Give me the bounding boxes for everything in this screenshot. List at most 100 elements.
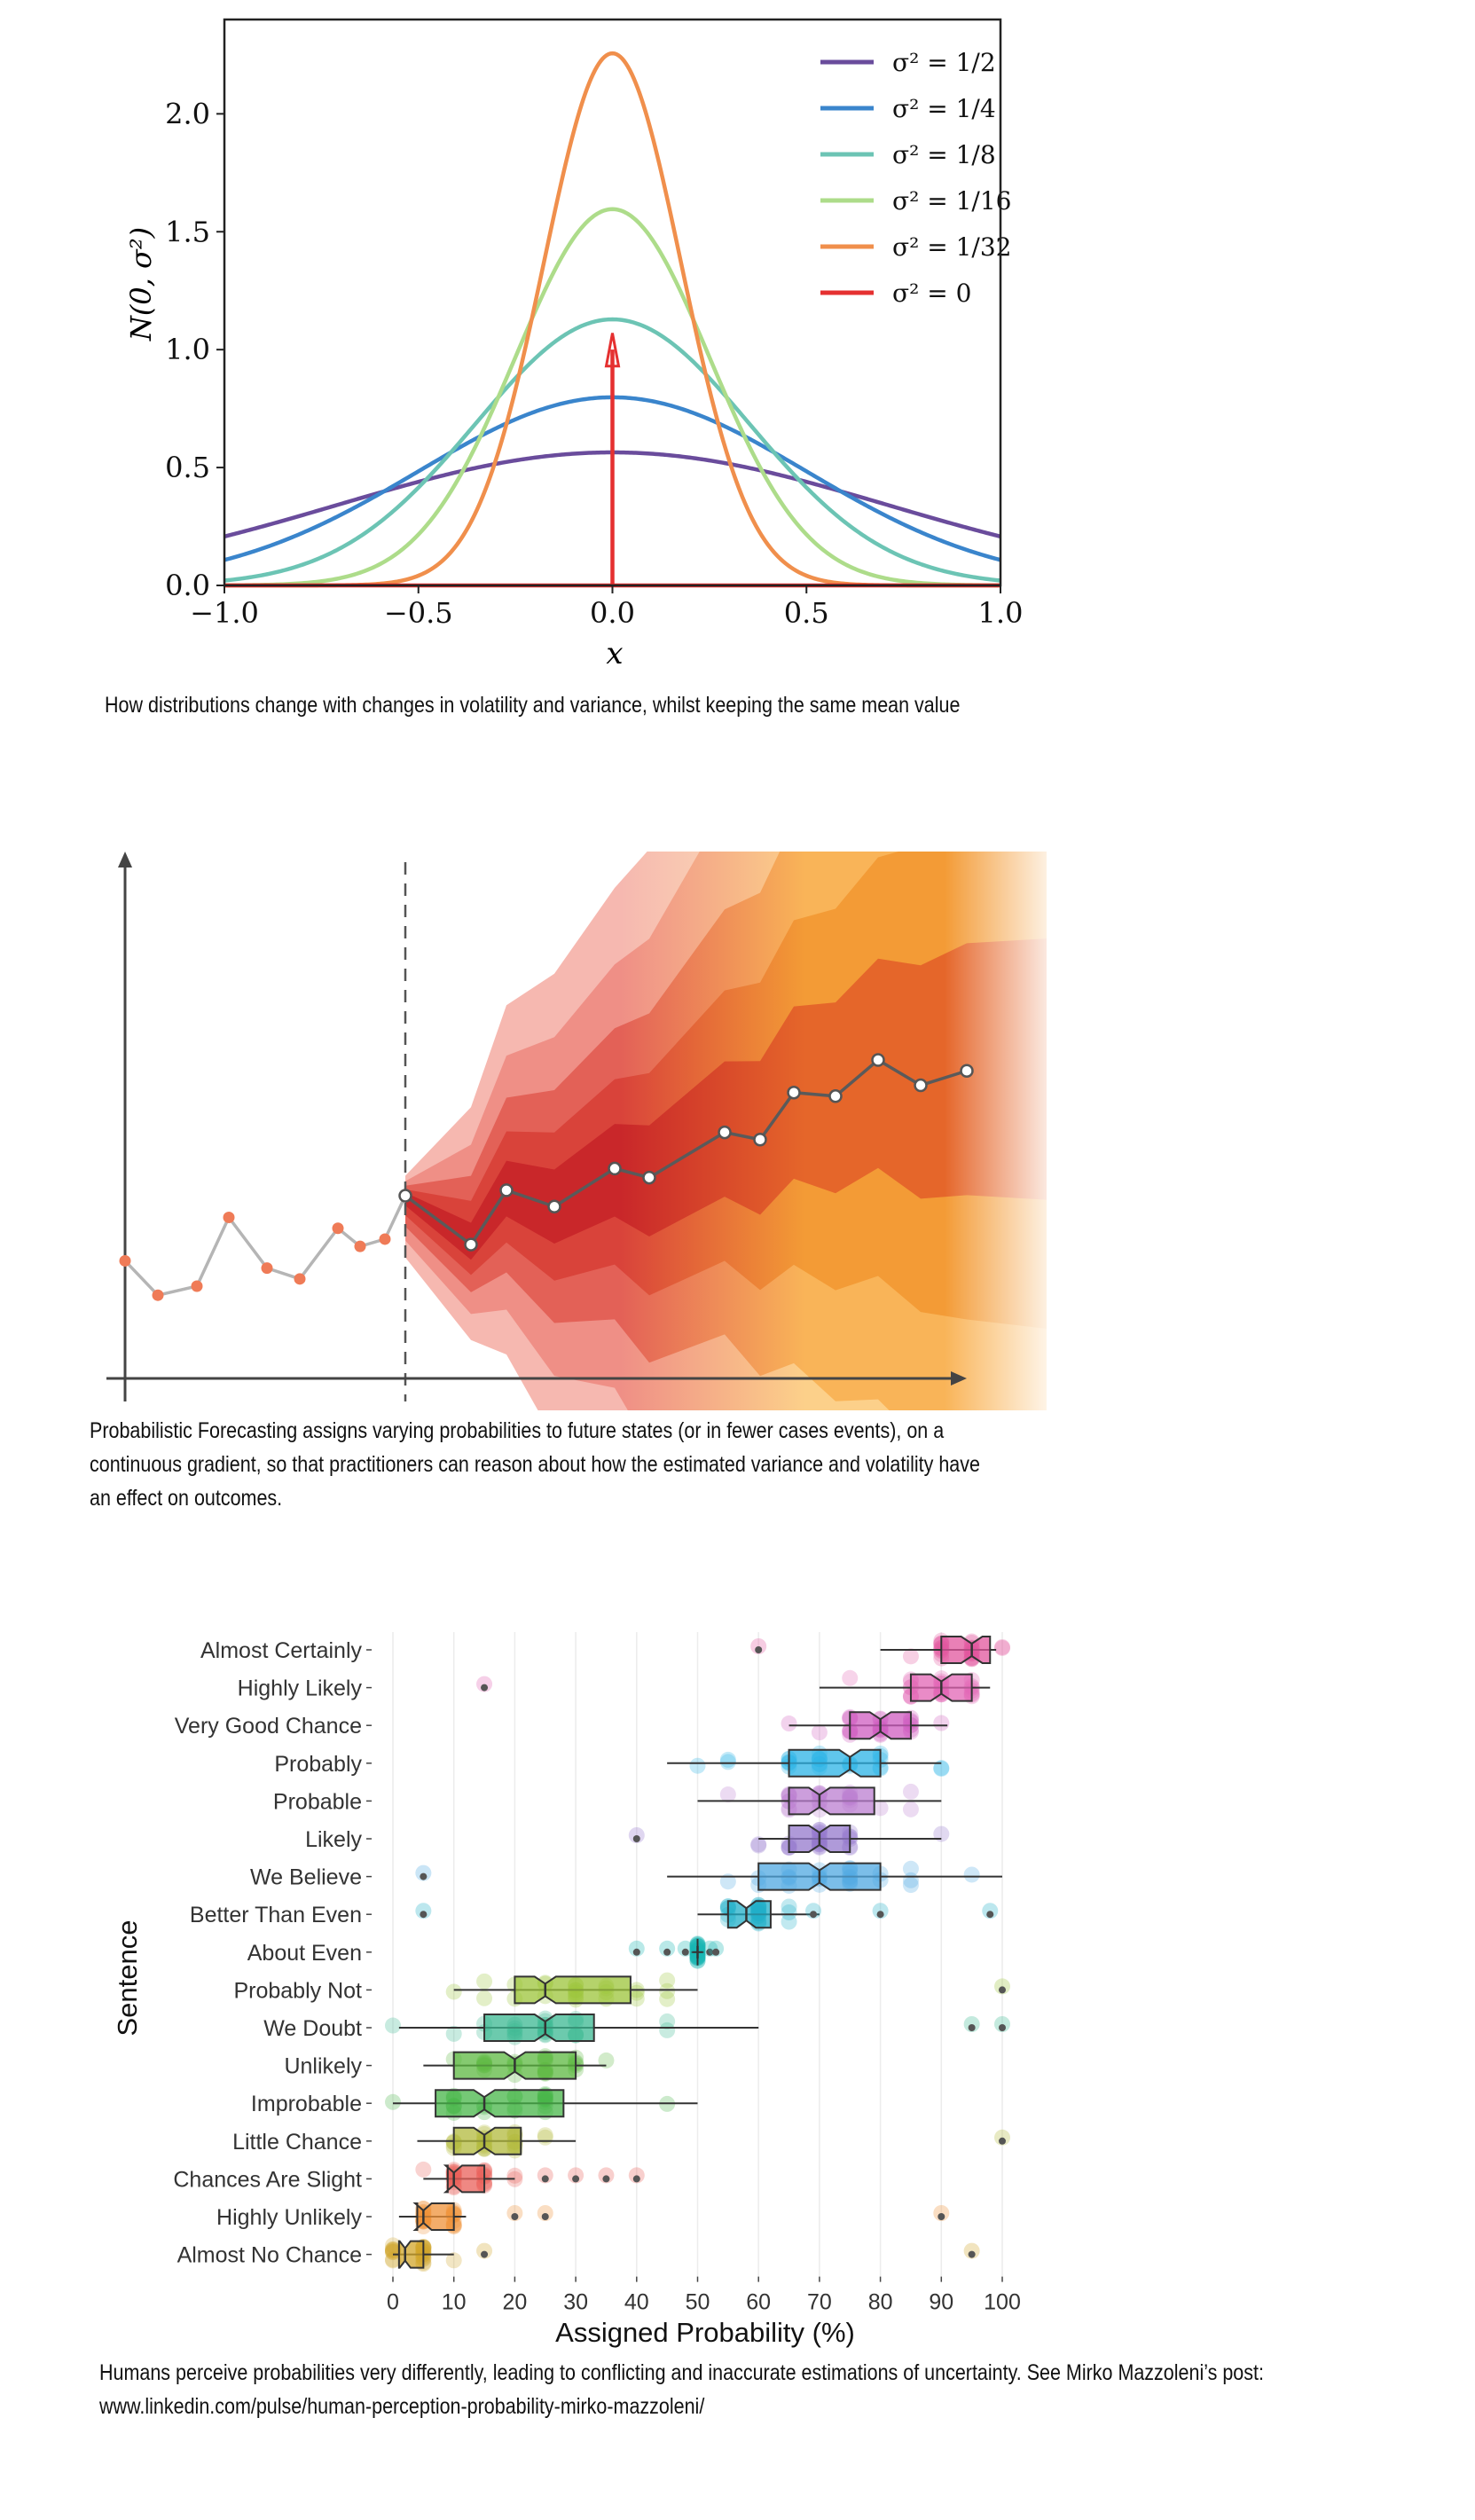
outlier-point (420, 1911, 428, 1919)
history-point (379, 1233, 391, 1245)
outlier-point (755, 1646, 763, 1653)
jitter-point (994, 1638, 1010, 1655)
category-label: Almost Certainly (200, 1638, 362, 1663)
forecast-point (608, 1161, 622, 1176)
jitter-point (476, 1973, 493, 1990)
caption-normal: How distributions change with changes in… (105, 693, 961, 718)
jitter-point (385, 2237, 401, 2254)
jitter-point (902, 1877, 919, 1894)
jitter-point (811, 1724, 828, 1741)
box (412, 2202, 455, 2231)
y-tick-label: 0.5 (165, 451, 210, 484)
jitter-point (781, 1715, 797, 1732)
box (483, 2014, 595, 2042)
forecast-point (914, 1078, 928, 1093)
outlier-point (572, 2175, 580, 2183)
jitter-point (902, 1801, 919, 1817)
jitter-point (659, 1990, 676, 2007)
caption-probability-line2: www.linkedin.com/pulse/human-perception-… (99, 2394, 705, 2419)
history-point (191, 1280, 203, 1292)
jitter-point (781, 1898, 797, 1915)
forecast-point (787, 1085, 801, 1100)
category-label: Probably Not (233, 1978, 362, 2003)
x-axis-arrow (951, 1371, 967, 1386)
outlier-point (420, 1872, 428, 1880)
jitter-point (750, 1836, 767, 1853)
jitter-point (719, 1873, 736, 1890)
category-label: About Even (247, 1941, 362, 1966)
jitter-point (902, 1648, 919, 1665)
caption-forecast: Probabilistic Forecasting assigns varyin… (90, 1418, 980, 1511)
legend-label: σ² = 1/2 (892, 48, 996, 77)
x-tick-label: 10 (442, 2290, 467, 2315)
outlier-point (810, 1911, 818, 1919)
jitter-point (719, 1786, 736, 1803)
category-label: Almost No Chance (177, 2243, 362, 2268)
jitter-point (598, 2052, 615, 2069)
caption-probability-line1: Humans perceive probabilities very diffe… (99, 2360, 1264, 2385)
jitter-point (445, 1983, 462, 2000)
legend: σ² = 1/2 σ² = 1/4 σ² = 1/8 σ² = 1/16 σ² = 1/… (820, 48, 1011, 308)
category-label: Improbable (251, 2092, 362, 2116)
outlier-point (986, 1911, 994, 1919)
x-tick-label: 20 (502, 2290, 527, 2315)
forecast-point (960, 1064, 974, 1078)
x-tick-label: 1.0 (978, 596, 1024, 630)
jitter-point (385, 2241, 401, 2257)
history-point (354, 1240, 366, 1252)
box (397, 2240, 425, 2269)
jitter-point (750, 1837, 767, 1854)
box (788, 1786, 875, 1816)
jitter-point (719, 1754, 736, 1770)
history-point (294, 1273, 306, 1285)
category-label: Probably (274, 1752, 362, 1777)
legend-label: σ² = 1/4 (892, 94, 996, 123)
x-axis-label: x (606, 636, 623, 671)
category-label: Little Chance (232, 2130, 362, 2155)
jitter-point (963, 1866, 980, 1883)
box (435, 2089, 565, 2118)
distribution-curves (224, 51, 1001, 588)
outlier-point (663, 1948, 671, 1956)
probability-perception-boxplot: Almost Certainly Highly Likely Very Good C… (112, 1632, 1021, 2348)
jitter-point (628, 1984, 645, 2001)
jitter-point (659, 2021, 676, 2038)
y-tick-label: 1.0 (165, 333, 210, 366)
box (940, 1636, 992, 1664)
x-tick-label: −1.0 (190, 596, 259, 630)
outlier-point (632, 1948, 640, 1956)
outlier-point (481, 2250, 489, 2258)
jitter-point (385, 2243, 401, 2260)
outlier-halo (628, 2167, 645, 2184)
caption-probability: Humans perceive probabilities very diffe… (99, 2356, 1358, 2423)
forecast-point (718, 1125, 732, 1140)
jitter-point (902, 1860, 919, 1877)
outlier-point (481, 1684, 489, 1692)
forecast-point (398, 1189, 412, 1203)
jitter-point (385, 2244, 401, 2261)
jitter-point (842, 1669, 859, 1686)
outlier-point (541, 2213, 549, 2220)
outlier-halo (598, 2167, 615, 2184)
jitter-point (902, 1783, 919, 1800)
box (726, 1900, 772, 1929)
axis-tick-labels: −1.0 −0.5 0.0 0.5 1.0 0.0 0.5 1.0 1.5 2.0 (165, 97, 1023, 630)
jitter-point (385, 2252, 401, 2269)
legend-label: σ² = 1/32 (892, 232, 1011, 262)
legend-label: σ² = 1/16 (892, 186, 1011, 216)
category-label: Better Than Even (190, 1903, 362, 1927)
outlier-halo (568, 2167, 585, 2184)
jitter-point (781, 1913, 797, 1930)
outlier-halo (872, 1903, 889, 1919)
outlier-point (968, 2024, 976, 2031)
forecast-point (499, 1183, 514, 1197)
history-point (332, 1222, 344, 1235)
forecast-point (828, 1089, 843, 1103)
jitter-point (933, 1760, 950, 1777)
jitter-point (506, 2167, 523, 2184)
x-tick-label: 50 (686, 2290, 710, 2315)
x-tick-label: 70 (807, 2290, 832, 2315)
x-tick-label: 0 (387, 2290, 399, 2315)
legend-label: σ² = 0 (892, 279, 971, 308)
outlier-halo (476, 1676, 493, 1692)
